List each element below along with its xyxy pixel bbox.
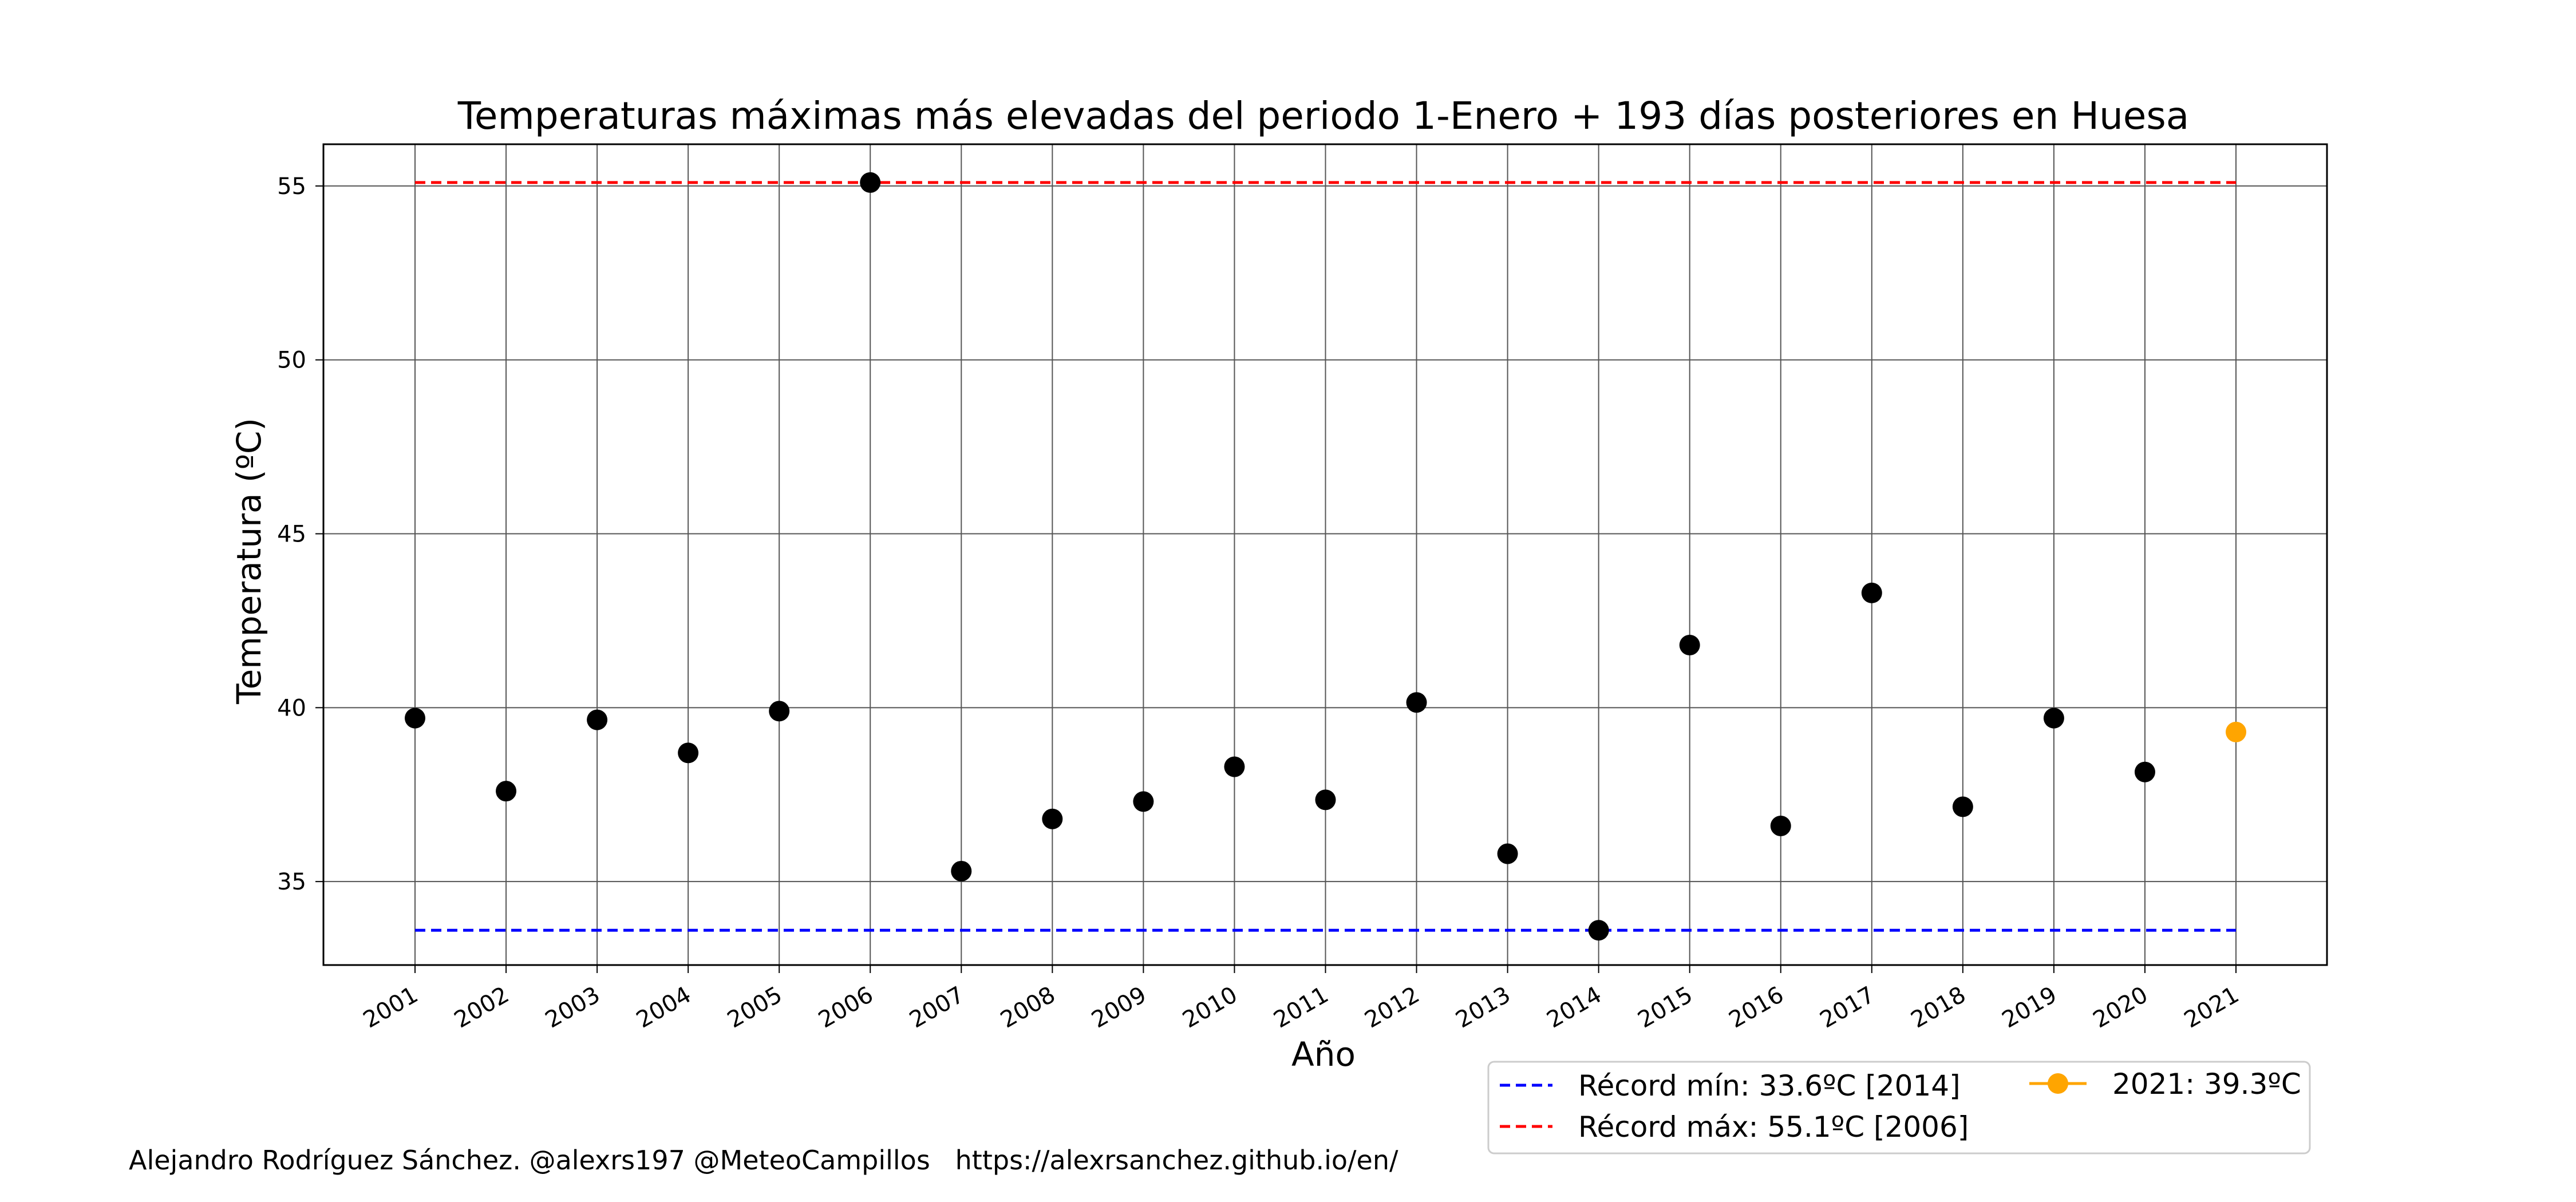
x-tick-label: 2019 bbox=[1998, 982, 2061, 1034]
x-tick-label: 2002 bbox=[450, 982, 513, 1034]
footer-credit: Alejandro Rodríguez Sánchez. @alexrs197 … bbox=[129, 1145, 1398, 1176]
x-tick-label: 2012 bbox=[1360, 982, 1424, 1034]
data-point bbox=[678, 742, 699, 764]
legend-2021-label: 2021: 39.3ºC bbox=[2112, 1067, 2301, 1101]
grid-layer bbox=[323, 144, 2327, 965]
x-tick-label: 2007 bbox=[905, 982, 969, 1034]
y-tick-label: 45 bbox=[277, 521, 306, 548]
x-tick-label: 2015 bbox=[1634, 982, 1697, 1034]
x-tick-label: 2018 bbox=[1907, 982, 1970, 1034]
data-point bbox=[951, 860, 972, 881]
data-point bbox=[1588, 920, 1609, 941]
legend: Récord mín: 33.6ºC [2014] Récord máx: 55… bbox=[1487, 1061, 2311, 1154]
y-axis-ticks: 35 40 45 50 55 bbox=[277, 173, 323, 895]
data-points bbox=[405, 172, 2246, 941]
y-tick-label: 40 bbox=[277, 695, 306, 721]
y-tick-label: 35 bbox=[277, 869, 306, 895]
data-point bbox=[1497, 843, 1518, 864]
y-axis-label: Temperatura (ºC) bbox=[230, 418, 268, 705]
chart-title: Temperaturas máximas más elevadas del pe… bbox=[457, 94, 2189, 138]
data-point bbox=[2134, 761, 2155, 782]
x-tick-label: 2021 bbox=[2180, 982, 2243, 1034]
x-tick-label: 2011 bbox=[1269, 982, 1333, 1034]
y-tick-label: 55 bbox=[277, 173, 306, 200]
x-tick-label: 2008 bbox=[996, 982, 1060, 1034]
data-point bbox=[2043, 707, 2064, 729]
x-tick-label: 2005 bbox=[723, 982, 787, 1034]
x-tick-label: 2016 bbox=[1725, 982, 1788, 1034]
data-point bbox=[1861, 582, 1882, 603]
data-point bbox=[405, 707, 425, 729]
x-tick-label: 2013 bbox=[1451, 982, 1515, 1034]
x-tick-label: 2017 bbox=[1816, 982, 1879, 1034]
legend-box bbox=[1487, 1061, 2311, 1154]
legend-record-min-label: Récord mín: 33.6ºC [2014] bbox=[1578, 1069, 1961, 1102]
data-point bbox=[587, 709, 608, 730]
legend-2021-swatch-marker bbox=[2048, 1073, 2068, 1094]
x-tick-label: 2001 bbox=[359, 982, 422, 1034]
data-point bbox=[860, 172, 881, 193]
data-point bbox=[1952, 796, 1973, 817]
x-tick-label: 2003 bbox=[541, 982, 605, 1034]
data-point bbox=[1679, 634, 1700, 655]
data-point bbox=[1133, 791, 1154, 812]
x-tick-label: 2004 bbox=[632, 982, 696, 1034]
data-point bbox=[769, 701, 790, 722]
data-point bbox=[496, 781, 517, 802]
x-tick-label: 2009 bbox=[1087, 982, 1151, 1034]
data-point bbox=[1770, 815, 1791, 836]
data-point bbox=[1224, 756, 1245, 777]
data-point-2021 bbox=[2226, 721, 2246, 742]
data-point bbox=[1042, 808, 1063, 829]
data-point bbox=[1315, 789, 1336, 810]
x-axis-ticks: 2001 2002 2003 2004 2005 2006 2007 2008 2009 2010… bbox=[359, 965, 2243, 1034]
x-tick-label: 2010 bbox=[1178, 982, 1242, 1034]
legend-record-max-label: Récord máx: 55.1ºC [2006] bbox=[1578, 1110, 1969, 1144]
data-point bbox=[1406, 692, 1427, 713]
x-tick-label: 2014 bbox=[1542, 982, 1606, 1034]
x-tick-label: 2020 bbox=[2089, 982, 2152, 1034]
y-tick-label: 50 bbox=[277, 347, 306, 374]
x-axis-label: Año bbox=[1291, 1035, 1356, 1074]
x-tick-label: 2006 bbox=[814, 982, 878, 1034]
